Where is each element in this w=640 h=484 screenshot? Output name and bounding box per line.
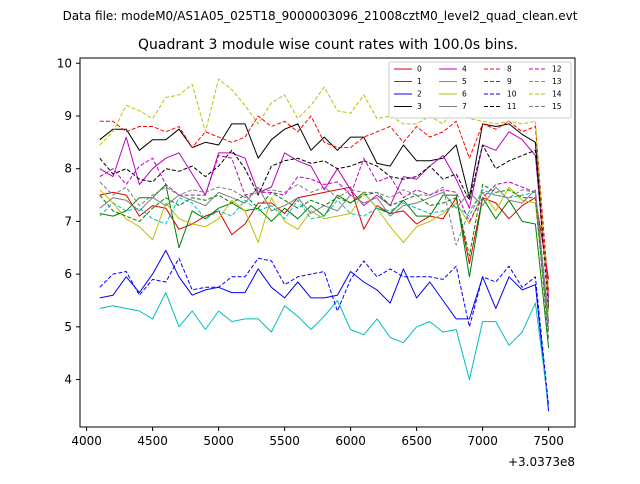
y-tick-label-5: 5 — [64, 320, 72, 334]
legend-label-7: 7 — [462, 102, 467, 111]
series-line-3 — [99, 123, 550, 306]
legend-label-2: 2 — [417, 90, 422, 99]
x-axis: 4000 4500 5000 5500 6000 6500 7000 7500 — [71, 427, 564, 448]
legend-label-8: 8 — [507, 65, 512, 74]
legend-label-14: 14 — [552, 90, 562, 99]
axes-frame — [79, 57, 576, 428]
y-tick-label-9: 9 — [64, 109, 72, 123]
y-tick-label-7: 7 — [64, 214, 72, 228]
series-line-14 — [99, 78, 550, 314]
plot-lines — [99, 78, 550, 412]
series-line-10 — [99, 257, 550, 406]
y-tick-label-8: 8 — [64, 162, 72, 176]
series-line-12 — [99, 155, 550, 327]
y-tick-label-10: 10 — [57, 56, 72, 70]
series-line-0 — [99, 186, 550, 280]
x-tick-label-5000: 5000 — [203, 434, 234, 448]
series-line-13 — [99, 189, 550, 333]
y-tick-label-4: 4 — [64, 373, 72, 387]
x-tick-label-4000: 4000 — [71, 434, 102, 448]
legend-label-0: 0 — [417, 65, 422, 74]
x-tick-label-7500: 7500 — [533, 434, 564, 448]
series-line-5 — [99, 292, 550, 406]
series-line-8 — [99, 115, 550, 293]
x-offset-label: +3.0373e8 — [508, 455, 575, 469]
legend-label-13: 13 — [552, 77, 562, 86]
chart-suptitle: Data file: modeM0/AS1A05_025T18_90000030… — [63, 9, 578, 23]
series-line-4 — [99, 131, 550, 298]
x-tick-label-6500: 6500 — [401, 434, 432, 448]
legend-label-15: 15 — [552, 102, 562, 111]
legend-label-5: 5 — [462, 77, 467, 86]
x-tick-label-7000: 7000 — [467, 434, 498, 448]
series-line-9 — [99, 184, 550, 341]
series-line-2 — [99, 249, 550, 412]
legend-label-1: 1 — [417, 77, 422, 86]
y-axis: 4 5 6 7 8 9 10 — [57, 56, 80, 387]
legend-label-3: 3 — [417, 102, 422, 111]
x-tick-label-4500: 4500 — [137, 434, 168, 448]
legend-label-12: 12 — [552, 65, 562, 74]
legend-label-11: 11 — [507, 102, 517, 111]
legend-label-4: 4 — [462, 65, 467, 74]
plot-area — [80, 58, 575, 427]
legend-box — [388, 61, 572, 119]
y-tick-label-6: 6 — [64, 267, 72, 281]
x-tick-label-6000: 6000 — [335, 434, 366, 448]
series-line-11 — [99, 144, 550, 312]
legend-label-9: 9 — [507, 77, 512, 86]
x-tick-label-5500: 5500 — [269, 434, 300, 448]
legend-label-6: 6 — [462, 90, 467, 99]
series-line-15 — [99, 181, 550, 333]
legend-label-10: 10 — [507, 90, 517, 99]
chart-title: Quadrant 3 module wise count rates with … — [138, 37, 518, 53]
